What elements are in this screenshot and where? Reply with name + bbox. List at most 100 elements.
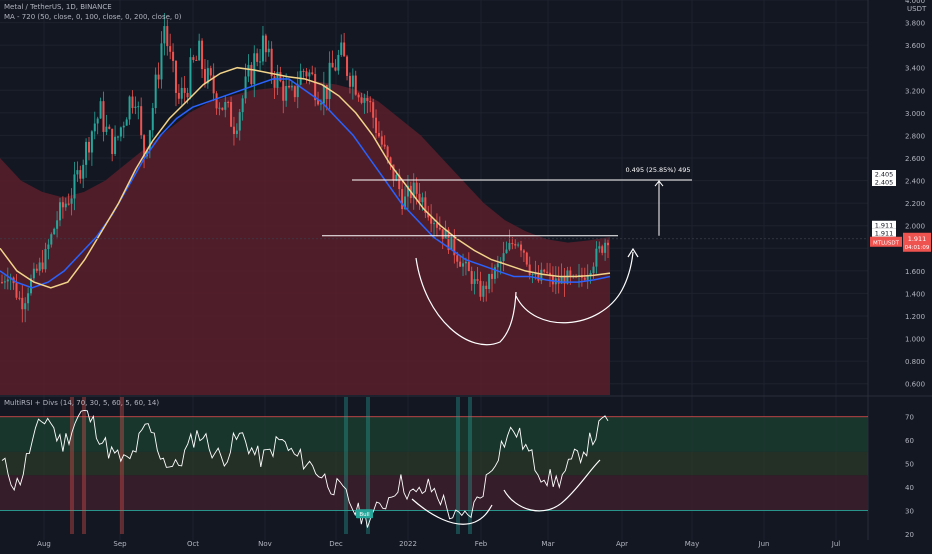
price-tick-label: 2.600 [905, 155, 925, 163]
candle-body [525, 252, 528, 265]
candle-body [221, 107, 224, 110]
candle-body [560, 276, 563, 284]
candle-body [479, 280, 482, 297]
candle-body [314, 74, 317, 101]
handle-curve [515, 251, 634, 324]
rsi-signal-bar [344, 397, 348, 534]
candle-body [351, 75, 354, 87]
candle-body [543, 269, 546, 272]
price-tag-bg [903, 232, 931, 252]
time-tick-label: Sep [113, 540, 127, 548]
candle-body [276, 72, 279, 88]
candle-body [328, 62, 331, 99]
candle-body [87, 141, 90, 153]
candle-body [70, 198, 73, 204]
level-tag-label: 2.405 [875, 179, 894, 187]
candle-body [406, 185, 409, 197]
candle-body [430, 217, 433, 224]
candle-body [41, 262, 44, 270]
level-tag-label: 1.911 [875, 221, 894, 229]
rsi-tick-label: 70 [905, 414, 914, 422]
candle-body [198, 40, 201, 61]
candle-body [148, 130, 151, 151]
symbol-legend: Metal / TetherUS, 1D, BINANCE [4, 3, 112, 11]
rsi-signal-bar [70, 397, 74, 534]
candle-body [377, 132, 380, 137]
candle-body [267, 48, 270, 53]
candle-body [244, 76, 247, 99]
candle-body [232, 126, 235, 134]
candle-body [470, 271, 473, 284]
candle-body [174, 60, 177, 93]
candle-body [203, 69, 206, 84]
candle-body [163, 26, 166, 44]
candle-body [412, 182, 415, 199]
candle-body [85, 141, 88, 165]
candle-body [64, 203, 67, 208]
candle-body [517, 244, 520, 246]
candle-body [131, 96, 134, 108]
price-tick-label: 3.600 [905, 42, 925, 50]
candle-body [386, 146, 389, 158]
candle-body [514, 244, 517, 246]
candle-body [125, 119, 128, 126]
candle-body [93, 123, 96, 132]
level-tag-bg [872, 178, 896, 187]
time-tick-label: Feb [475, 540, 488, 548]
price-tag-countdown: 04:01:09 [905, 245, 930, 251]
candle-body [114, 136, 117, 154]
candle-body [122, 125, 125, 128]
candle-body [308, 72, 311, 77]
candle-body [392, 164, 395, 181]
candle-body [273, 76, 276, 88]
candle-body [540, 269, 543, 281]
candle-body [462, 263, 465, 267]
candle-body [493, 267, 496, 279]
symbol-tag-bg [870, 236, 902, 247]
price-tick-label: 2.000 [905, 223, 925, 231]
candle-body [96, 118, 99, 124]
candle-body [322, 84, 325, 104]
candle-body [99, 101, 102, 119]
candle-body [592, 266, 595, 274]
candle-body [375, 117, 378, 133]
candle-body [61, 202, 64, 208]
rsi-tick-label: 20 [905, 531, 914, 539]
candle-body [44, 249, 47, 270]
candle-body [607, 242, 609, 246]
candle-body [354, 75, 357, 95]
candle-body [395, 174, 398, 181]
candle-body [372, 102, 375, 118]
candle-body [348, 75, 351, 87]
candle-body [290, 86, 293, 88]
candle-body [549, 272, 552, 276]
candle-body [47, 244, 50, 250]
candle-body [586, 275, 589, 280]
price-tick-label: 2.200 [905, 200, 925, 208]
ma-cloud-area [0, 81, 610, 396]
price-tick-label: 1.200 [905, 313, 925, 321]
candle-body [435, 223, 438, 228]
candle-body [134, 106, 137, 108]
candle-body [369, 101, 372, 103]
ma-mid-line [0, 66, 611, 289]
candle-body [15, 283, 18, 298]
time-tick-label: Aug [37, 540, 51, 548]
candle-body [346, 56, 349, 76]
price-tick-label: 3.000 [905, 110, 925, 118]
time-tick-label: Mar [541, 540, 554, 548]
candle-body [90, 131, 93, 153]
candle-body [27, 293, 30, 304]
candle-body [464, 261, 467, 264]
candle-body [82, 164, 85, 179]
candle-body [491, 273, 494, 279]
candle-body [238, 112, 241, 131]
candle-body [1, 282, 3, 284]
rsi-mid-band [0, 451, 868, 476]
candle-body [160, 43, 163, 80]
candle-body [73, 174, 76, 199]
candle-body [137, 106, 140, 108]
candle-body [441, 229, 444, 239]
bull-label: Bull [359, 512, 370, 518]
rsi-tick-label: 50 [905, 461, 914, 469]
